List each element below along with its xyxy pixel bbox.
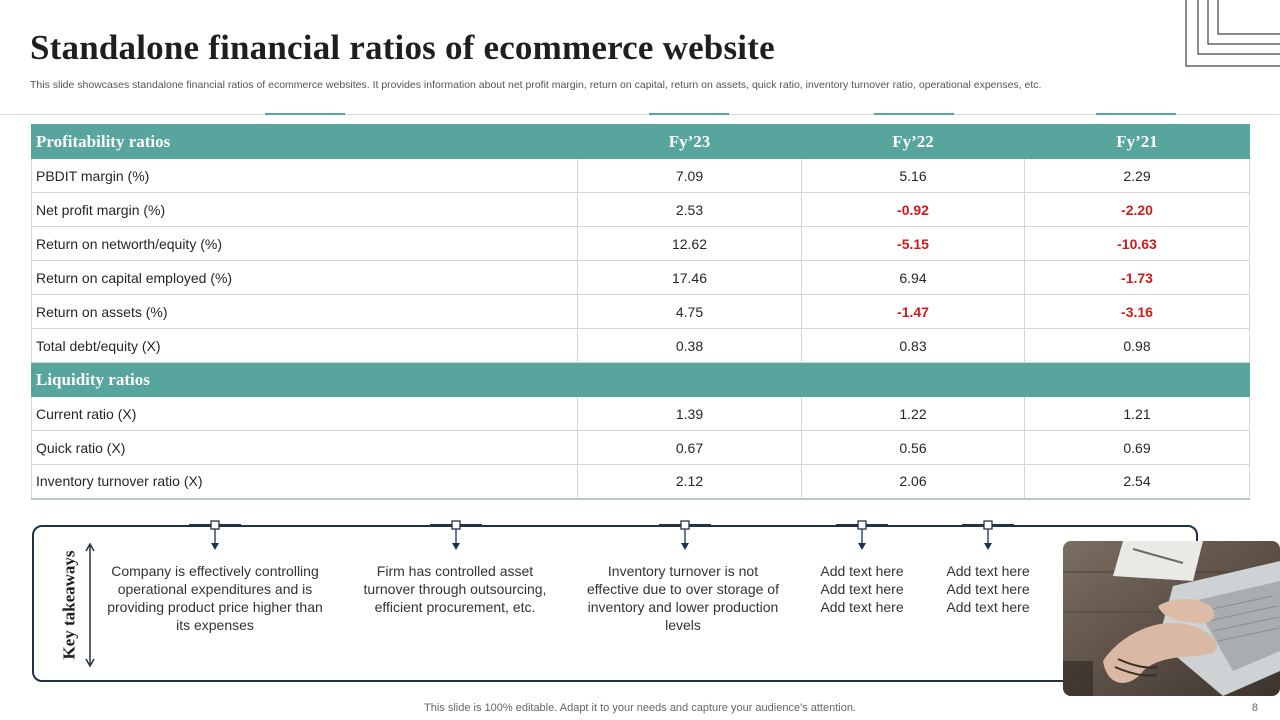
table-header-row: Profitability ratios Fy’23 Fy’22 Fy’21 <box>31 124 1250 159</box>
table-cell: 12.62 <box>577 226 802 261</box>
table-cell: 2.06 <box>801 464 1025 500</box>
table-cell-negative: -10.63 <box>1024 226 1250 261</box>
ratios-table: Profitability ratios Fy’23 Fy’22 Fy’21 P… <box>31 124 1250 500</box>
connector-arrow-icon <box>430 520 482 550</box>
table-row: Return on capital employed (%) 17.46 6.9… <box>31 260 1250 295</box>
table-cell: 0.69 <box>1024 430 1250 465</box>
table-cell: 2.29 <box>1024 158 1250 193</box>
table-cell: 4.75 <box>577 294 802 329</box>
slide-subtitle: This slide showcases standalone financia… <box>30 79 1042 91</box>
table-row: Quick ratio (X) 0.67 0.56 0.69 <box>31 430 1250 465</box>
section-label-liquidity: Liquidity ratios <box>31 362 1250 397</box>
accent-mark <box>1096 113 1176 115</box>
table-cell: 2.12 <box>577 464 802 500</box>
corner-frame-icon <box>1185 0 1280 67</box>
table-cell: 0.83 <box>801 328 1025 363</box>
table-cell: 1.22 <box>801 396 1025 431</box>
column-header: Fy’23 <box>577 124 802 159</box>
takeaway-text: Inventory turnover is not effective due … <box>587 563 779 633</box>
table-cell: 0.98 <box>1024 328 1250 363</box>
table-cell-negative: -0.92 <box>801 192 1025 227</box>
table-cell-negative: -1.47 <box>801 294 1025 329</box>
takeaway-text: Firm has controlled asset turnover throu… <box>363 563 547 615</box>
table-row: Return on networth/equity (%) 12.62 -5.1… <box>31 226 1250 261</box>
accent-mark <box>265 113 345 115</box>
row-label: Current ratio (X) <box>31 396 578 431</box>
table-row: Inventory turnover ratio (X) 2.12 2.06 2… <box>31 464 1250 500</box>
table-cell: 6.94 <box>801 260 1025 295</box>
table-cell: 2.53 <box>577 192 802 227</box>
table-cell: 0.38 <box>577 328 802 363</box>
table-cell-negative: -5.15 <box>801 226 1025 261</box>
table-cell: 1.21 <box>1024 396 1250 431</box>
table-cell: 7.09 <box>577 158 802 193</box>
connector-arrow-icon <box>189 520 241 550</box>
row-label: Quick ratio (X) <box>31 430 578 465</box>
table-row: Total debt/equity (X) 0.38 0.83 0.98 <box>31 328 1250 363</box>
table-cell-negative: -1.73 <box>1024 260 1250 295</box>
section-label-profitability: Profitability ratios <box>31 124 578 159</box>
connector-arrow-icon <box>659 520 711 550</box>
row-label: Net profit margin (%) <box>31 192 578 227</box>
table-cell: 5.16 <box>801 158 1025 193</box>
page-number: 8 <box>1251 702 1258 714</box>
table-section-row: Liquidity ratios <box>31 362 1250 397</box>
table-cell: 17.46 <box>577 260 802 295</box>
table-cell: 0.56 <box>801 430 1025 465</box>
takeaway-text: Add text here Add text here Add text her… <box>820 563 904 615</box>
row-label: Return on networth/equity (%) <box>31 226 578 261</box>
row-label: Return on assets (%) <box>31 294 578 329</box>
row-label: Total debt/equity (X) <box>31 328 578 363</box>
table-row: Net profit margin (%) 2.53 -0.92 -2.20 <box>31 192 1250 227</box>
table-cell: 1.39 <box>577 396 802 431</box>
column-header: Fy’21 <box>1024 124 1250 159</box>
accent-mark <box>649 113 729 115</box>
row-label: Return on capital employed (%) <box>31 260 578 295</box>
footer-note: This slide is 100% editable. Adapt it to… <box>424 702 856 714</box>
connector-arrow-icon <box>962 520 1014 550</box>
takeaway-text: Add text here Add text here Add text her… <box>946 563 1030 615</box>
table-cell: 0.67 <box>577 430 802 465</box>
double-arrow-icon <box>85 542 95 668</box>
table-row: Current ratio (X) 1.39 1.22 1.21 <box>31 396 1250 431</box>
row-label: PBDIT margin (%) <box>31 158 578 193</box>
takeaway-text: Company is effectively controlling opera… <box>107 563 323 633</box>
table-cell-negative: -2.20 <box>1024 192 1250 227</box>
table-row: PBDIT margin (%) 7.09 5.16 2.29 <box>31 158 1250 193</box>
table-cell-negative: -3.16 <box>1024 294 1250 329</box>
laptop-photo <box>1063 541 1280 696</box>
row-label: Inventory turnover ratio (X) <box>31 464 578 500</box>
header-divider <box>0 114 1280 115</box>
accent-mark <box>874 113 954 115</box>
key-takeaways-label: Key takeaways <box>60 550 80 660</box>
connector-arrow-icon <box>836 520 888 550</box>
slide-title: Standalone financial ratios of ecommerce… <box>30 28 775 67</box>
table-cell: 2.54 <box>1024 464 1250 500</box>
table-row: Return on assets (%) 4.75 -1.47 -3.16 <box>31 294 1250 329</box>
column-header: Fy’22 <box>801 124 1025 159</box>
